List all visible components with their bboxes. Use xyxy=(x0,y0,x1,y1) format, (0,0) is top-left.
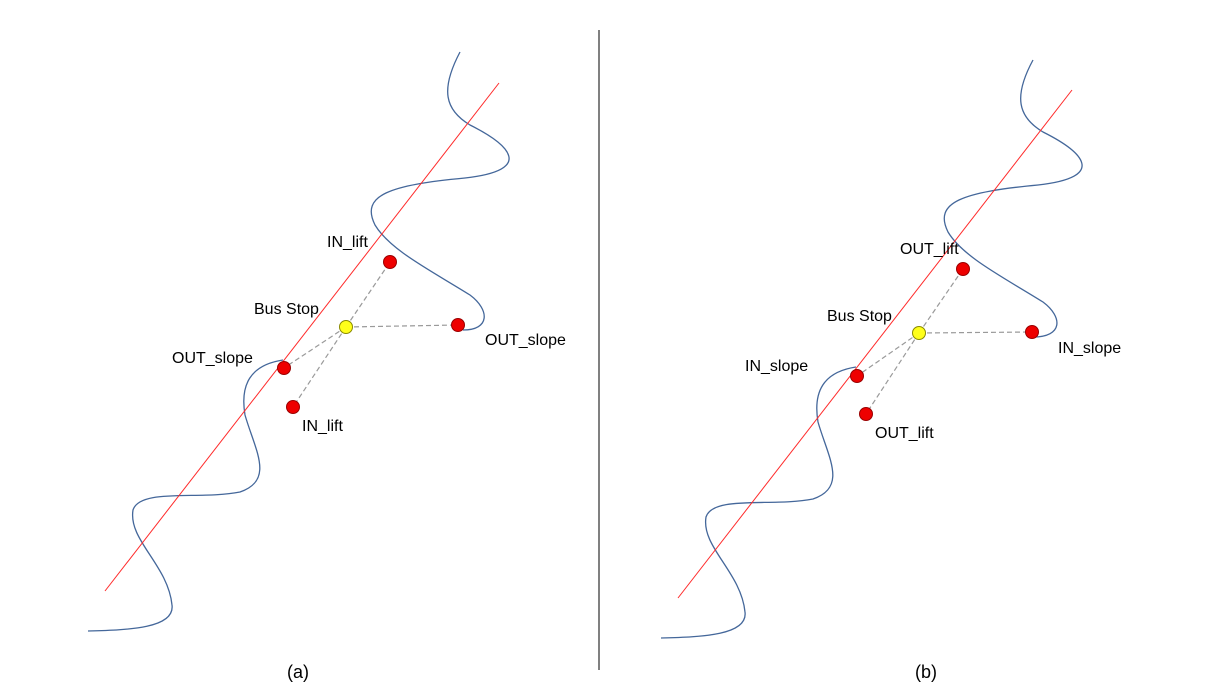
bus-stop-label: Bus Stop xyxy=(254,301,319,318)
panel-a: IN_lift Bus Stop OUT_slope OUT_slope IN_… xyxy=(87,51,566,682)
lower-lift-label: IN_lift xyxy=(302,418,343,435)
left-slope-label: OUT_slope xyxy=(172,350,253,367)
ski-slope-path-lower xyxy=(660,366,857,639)
ski-lift-line xyxy=(104,82,500,592)
left-slope-point xyxy=(850,369,864,383)
lower-lift-label: OUT_lift xyxy=(875,425,934,442)
upper-lift-label: OUT_lift xyxy=(900,241,959,258)
bus-stop-point xyxy=(912,326,926,340)
right-slope-label: OUT_slope xyxy=(485,332,566,349)
lower-lift-point xyxy=(859,407,873,421)
upper-lift-label: IN_lift xyxy=(327,234,368,251)
ski-slope-path-lower xyxy=(87,359,284,632)
ski-lift-line xyxy=(677,89,1073,599)
panel-b: OUT_lift Bus Stop IN_slope IN_slope OUT_… xyxy=(660,59,1121,682)
ski-slope-path xyxy=(943,59,1083,338)
connector-lower-lift xyxy=(865,332,920,415)
right-slope-label: IN_slope xyxy=(1058,340,1121,357)
upper-lift-point xyxy=(956,262,970,276)
connector-right-slope xyxy=(918,331,1033,334)
panel-b-caption: (b) xyxy=(915,662,937,682)
connector-left-slope xyxy=(856,332,920,377)
connector-upper-lift xyxy=(345,261,391,328)
bus-stop-label: Bus Stop xyxy=(827,308,892,325)
lower-lift-point xyxy=(286,400,300,414)
connector-upper-lift xyxy=(918,268,964,334)
ski-slope-path xyxy=(370,51,510,331)
connector-right-slope xyxy=(345,324,459,328)
left-slope-label: IN_slope xyxy=(745,358,808,375)
right-slope-point xyxy=(1025,325,1039,339)
connector-left-slope xyxy=(283,326,347,369)
panel-a-caption: (a) xyxy=(287,662,309,682)
left-slope-point xyxy=(277,361,291,375)
right-slope-point xyxy=(451,318,465,332)
bus-stop-point xyxy=(339,320,353,334)
upper-lift-point xyxy=(383,255,397,269)
